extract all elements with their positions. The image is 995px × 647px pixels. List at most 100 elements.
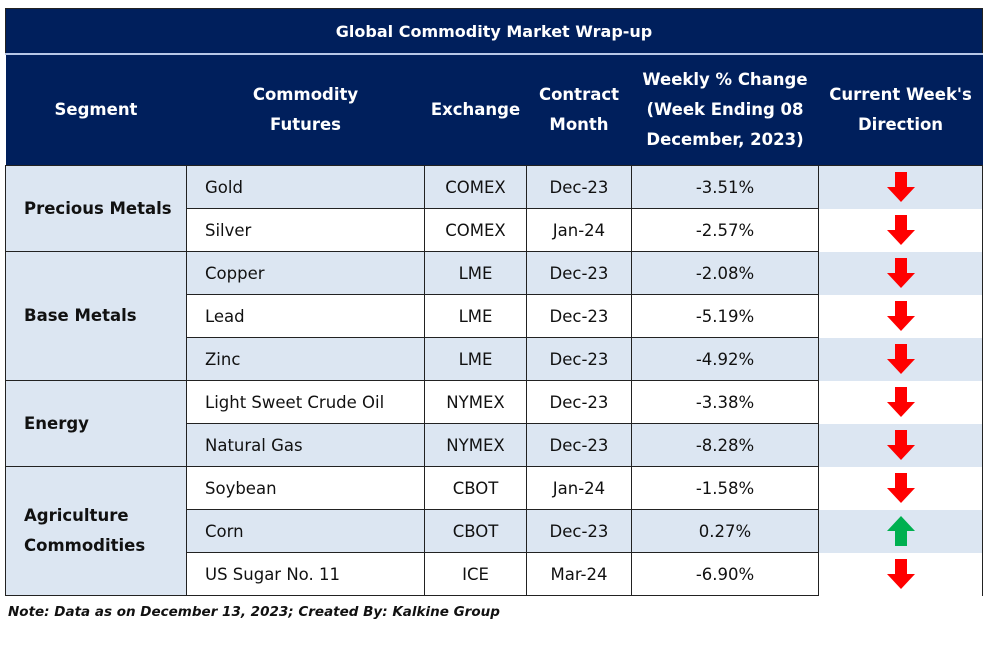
- weekly-change-cell: -3.51%: [631, 165, 819, 209]
- table-row: Precious Metals Gold COMEX Dec-23 -3.51%: [5, 165, 984, 252]
- column-header-exchange: Exchange: [424, 54, 527, 166]
- table-row: US Sugar No. 11 ICE Mar-24 -6.90%: [6, 552, 984, 596]
- exchange-cell: NYMEX: [424, 380, 527, 424]
- commodity-cell: Corn: [186, 509, 425, 553]
- arrow-down-icon: [886, 430, 915, 460]
- commodity-cell: Gold: [186, 165, 425, 209]
- commodity-cell: Light Sweet Crude Oil: [186, 380, 425, 424]
- table-row: Zinc LME Dec-23 -4.92%: [6, 337, 984, 381]
- weekly-change-cell: -5.19%: [631, 294, 819, 338]
- column-header-line: (Week Ending 08: [646, 100, 804, 119]
- arrow-down-icon: [886, 473, 915, 503]
- column-header-line: Weekly % Change: [642, 70, 808, 89]
- exchange-cell: LME: [424, 251, 527, 295]
- contract-month-cell: Dec-23: [526, 165, 632, 209]
- segment-label: Base Metals: [24, 306, 137, 325]
- direction-cell: [817, 294, 984, 338]
- direction-cell: [817, 423, 984, 467]
- column-header-line: December, 2023): [646, 130, 804, 149]
- contract-month-cell: Dec-23: [526, 294, 632, 338]
- arrow-down-icon: [886, 301, 915, 331]
- table-body: Precious Metals Gold COMEX Dec-23 -3.51% Silv…: [5, 165, 984, 596]
- weekly-change-cell: -6.90%: [631, 552, 819, 596]
- exchange-cell: CBOT: [424, 509, 527, 553]
- exchange-cell: LME: [424, 294, 527, 338]
- segment-cell: Energy: [5, 380, 187, 467]
- column-header-direction: Current Week's Direction: [818, 54, 983, 166]
- segment-label: Energy: [24, 413, 89, 433]
- contract-month-cell: Dec-23: [526, 509, 632, 553]
- commodity-cell: Soybean: [186, 466, 425, 510]
- arrow-up-icon: [886, 516, 915, 546]
- contract-month-cell: Dec-23: [526, 423, 632, 467]
- column-header-segment: Segment: [5, 54, 187, 166]
- exchange-cell: LME: [424, 337, 527, 381]
- contract-month-cell: Dec-23: [526, 337, 632, 381]
- contract-month-cell: Dec-23: [526, 380, 632, 424]
- commodity-cell: Copper: [186, 251, 425, 295]
- direction-cell: [817, 208, 984, 252]
- direction-cell: [817, 380, 984, 424]
- commodity-table: Global Commodity Market Wrap-up Segment C…: [4, 8, 984, 596]
- direction-cell: [817, 509, 984, 553]
- weekly-change-cell: -2.08%: [631, 251, 819, 295]
- table-row: Natural Gas NYMEX Dec-23 -8.28%: [6, 423, 984, 467]
- contract-month-cell: Mar-24: [526, 552, 632, 596]
- title-row: Global Commodity Market Wrap-up: [4, 8, 984, 55]
- direction-cell: [817, 165, 984, 209]
- weekly-change-cell: 0.27%: [631, 509, 819, 553]
- direction-cell: [817, 466, 984, 510]
- header-row: Segment Commodity Futures Exchange Contract M…: [5, 54, 983, 166]
- segment-label: Precious Metals: [24, 198, 172, 218]
- segment-label: Commodities: [24, 536, 146, 555]
- weekly-change-cell: -8.28%: [631, 423, 819, 467]
- contract-month-cell: Dec-23: [526, 251, 632, 295]
- table-row: Lead LME Dec-23 -5.19%: [6, 294, 984, 338]
- weekly-change-cell: -4.92%: [631, 337, 819, 381]
- direction-cell: [817, 552, 984, 596]
- arrow-down-icon: [886, 172, 915, 203]
- commodity-cell: Silver: [186, 208, 425, 252]
- table-row: Base Metals Copper LME Dec-23 -2.08%: [5, 251, 984, 381]
- commodity-cell: Natural Gas: [186, 423, 425, 467]
- segment-cell: Precious Metals: [5, 165, 187, 252]
- table-row: Energy Light Sweet Crude Oil NYMEX Dec-23 -3…: [5, 380, 984, 467]
- table-row: Silver COMEX Jan-24 -2.57%: [6, 208, 984, 252]
- segment-cell: Agriculture Commodities: [5, 466, 187, 596]
- footer-note: Note: Data as on December 13, 2023; Crea…: [8, 604, 500, 620]
- arrow-down-icon: [886, 387, 915, 417]
- column-header-line: Contract: [538, 85, 620, 104]
- column-header-line: Exchange: [430, 100, 521, 119]
- segment-cell: Base Metals: [5, 251, 187, 381]
- exchange-cell: CBOT: [424, 466, 527, 510]
- exchange-cell: NYMEX: [424, 423, 527, 467]
- column-header-weekly: Weekly % Change (Week Ending 08 December, …: [631, 54, 819, 166]
- column-header-line: Segment: [54, 100, 138, 119]
- arrow-down-icon: [886, 258, 915, 288]
- exchange-cell: COMEX: [424, 208, 527, 252]
- commodity-cell: US Sugar No. 11: [186, 552, 425, 596]
- column-header-line: Month: [549, 115, 609, 134]
- commodity-table-container: Global Commodity Market Wrap-up Segment C…: [4, 8, 984, 596]
- exchange-cell: COMEX: [424, 165, 527, 209]
- exchange-cell: ICE: [424, 552, 527, 596]
- arrow-down-icon: [886, 344, 915, 374]
- commodity-cell: Lead: [186, 294, 425, 338]
- table-row: Agriculture Commodities Soybean CBOT Jan-24-…: [5, 466, 984, 596]
- contract-month-cell: Jan-24: [526, 208, 632, 252]
- direction-cell: [817, 337, 984, 381]
- column-header-line: Current Week's: [829, 85, 972, 104]
- weekly-change-cell: -1.58%: [631, 466, 819, 510]
- column-header-line: Commodity: [252, 85, 359, 104]
- direction-cell: [817, 251, 984, 295]
- table-title: Global Commodity Market Wrap-up: [4, 8, 984, 55]
- column-header-commodity: Commodity Futures: [186, 54, 425, 166]
- commodity-cell: Zinc: [186, 337, 425, 381]
- contract-month-cell: Jan-24: [526, 466, 632, 510]
- column-header-line: Direction: [857, 115, 944, 134]
- weekly-change-cell: -2.57%: [631, 208, 819, 252]
- column-header-contract: Contract Month: [526, 54, 632, 166]
- weekly-change-cell: -3.38%: [631, 380, 819, 424]
- column-header-line: Futures: [270, 115, 341, 134]
- segment-label: Agriculture: [24, 506, 129, 525]
